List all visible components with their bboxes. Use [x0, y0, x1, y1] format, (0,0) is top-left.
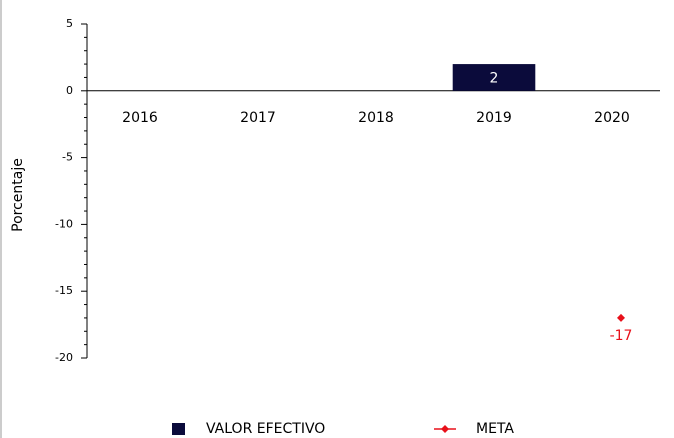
y-tick-label: 5 [66, 17, 73, 30]
x-tick-label: 2018 [358, 110, 394, 126]
bar-value-label: 2 [490, 70, 499, 86]
y-tick-label: -20 [55, 351, 73, 364]
meta-marker [617, 313, 625, 322]
legend-swatch [172, 423, 185, 435]
meta-value-label: -17 [610, 328, 633, 344]
legend-label: META [476, 421, 514, 437]
y-tick-label: 0 [66, 84, 73, 97]
bar [452, 64, 536, 91]
y-tick-label: -10 [55, 217, 73, 230]
x-tick-label: 2020 [594, 110, 630, 126]
legend-label: VALOR EFECTIVO [206, 421, 325, 437]
x-tick-label: 2016 [122, 110, 158, 126]
legend-marker [441, 425, 449, 433]
y-tick-label: -15 [55, 284, 73, 297]
x-tick-label: 2017 [240, 110, 276, 126]
y-axis-label: Porcentaje [10, 158, 26, 232]
y-tick-label: -5 [62, 151, 73, 164]
x-tick-label: 2019 [476, 110, 512, 126]
